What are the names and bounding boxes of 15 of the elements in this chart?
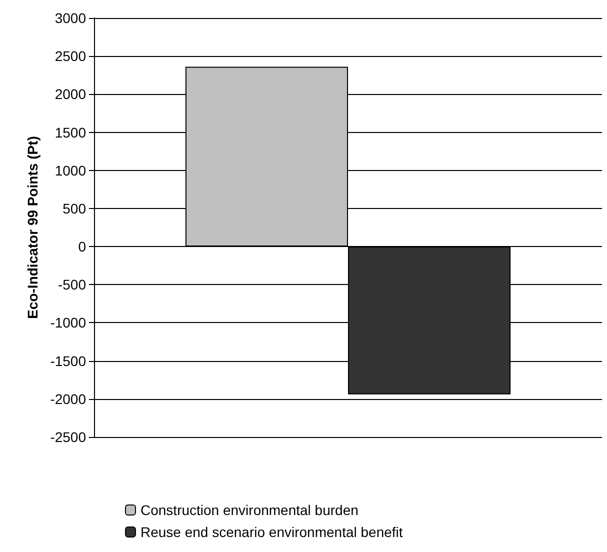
y-tick-label: 500 [62,200,86,216]
y-tick-label: 3000 [54,10,86,26]
y-tick-label: 2500 [54,48,86,64]
y-tick-label: 1500 [54,124,86,140]
y-tick-label: -2000 [50,390,86,407]
legend-label: Construction environmental burden [140,502,358,518]
legend-label: Reuse end scenario environmental benefit [140,524,403,540]
y-tick-label: 1000 [54,162,86,178]
y-tick-label: 2000 [54,86,86,102]
y-tick-label: -1500 [50,352,86,369]
y-tick-label: -500 [58,276,86,293]
y-tick-label: -1000 [50,314,86,331]
y-axis-title: Eco-Indicator 99 Points (Pt) [24,136,40,319]
y-tick-label: -2500 [50,429,86,445]
y-tick-label: 0 [78,238,86,255]
